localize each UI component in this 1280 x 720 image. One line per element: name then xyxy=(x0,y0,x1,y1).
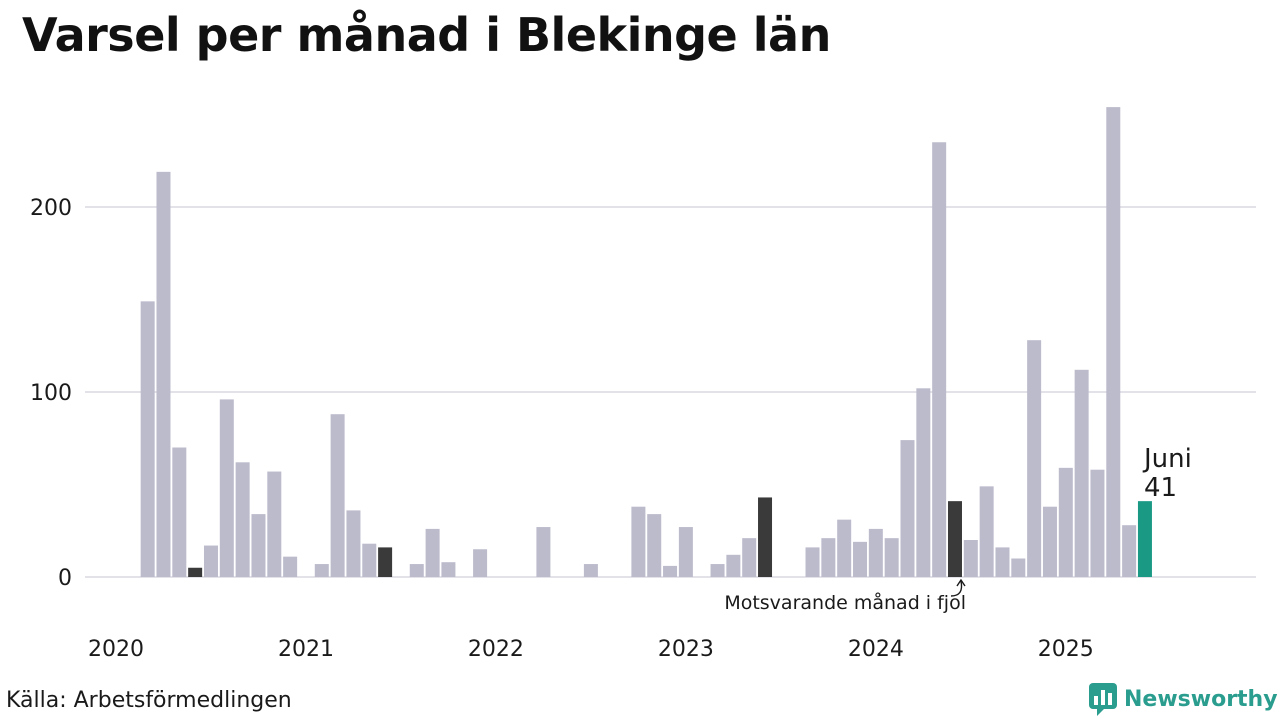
y-tick-label: 100 xyxy=(30,381,72,406)
bar-2020-08 xyxy=(219,399,234,577)
bar-2024-03 xyxy=(900,440,915,577)
chart-title: Varsel per månad i Blekinge län xyxy=(22,8,831,62)
bar-2024-09 xyxy=(995,547,1010,577)
y-tick-label: 0 xyxy=(58,566,72,591)
bar-2025-03 xyxy=(1090,469,1105,577)
bar-2025-05 xyxy=(1122,525,1137,577)
bar-2020-06 xyxy=(188,567,203,577)
bar-2020-09 xyxy=(235,462,250,577)
bar-2021-09 xyxy=(425,528,440,577)
bar-2020-03 xyxy=(140,301,155,577)
bar-2020-11 xyxy=(267,471,282,577)
bar-2024-02 xyxy=(884,538,899,577)
bar-2021-08 xyxy=(409,564,424,577)
x-tick-label: 2025 xyxy=(1038,637,1094,662)
bar-2024-08 xyxy=(979,486,994,577)
bar-2024-04 xyxy=(916,388,931,577)
bar-2025-01 xyxy=(1058,467,1073,577)
bar-2020-10 xyxy=(251,514,266,577)
bar-2021-02 xyxy=(314,564,329,577)
bar-chart-speech-bubble-icon xyxy=(1089,683,1117,716)
x-tick-label: 2022 xyxy=(468,637,524,662)
bar-2023-10 xyxy=(821,538,836,577)
bar-2025-04 xyxy=(1106,107,1121,577)
bar-2024-11 xyxy=(1027,340,1042,577)
bar-2023-01 xyxy=(678,527,693,577)
previous-year-note: Motsvarande månad i fjol xyxy=(724,591,966,614)
bar-2021-06 xyxy=(378,547,393,577)
bar-2020-07 xyxy=(203,545,218,577)
bar-2023-11 xyxy=(837,519,852,577)
y-axis-tick-labels: 0 100 200 xyxy=(30,196,72,591)
bar-2020-04 xyxy=(156,171,171,577)
bar-2023-12 xyxy=(853,541,868,577)
bar-2023-06 xyxy=(758,497,773,577)
previous-year-arrow xyxy=(950,580,963,597)
bar-2022-12 xyxy=(663,565,678,577)
x-tick-label: 2021 xyxy=(278,637,334,662)
bar-2024-12 xyxy=(1042,506,1057,577)
previous-year-arrowhead xyxy=(956,578,966,587)
bar-2024-01 xyxy=(868,528,883,577)
bar-2021-12 xyxy=(473,549,488,577)
annotations: Juni 41 Motsvarande månad i fjol xyxy=(724,444,1191,614)
bar-2022-10 xyxy=(631,506,646,577)
bar-2022-04 xyxy=(536,527,551,577)
bar-2020-12 xyxy=(283,556,298,577)
source-label: Källa: Arbetsförmedlingen xyxy=(6,688,292,713)
x-axis-tick-labels: 2020 2021 2022 2023 2024 2025 xyxy=(88,637,1094,662)
bar-2021-10 xyxy=(441,562,456,577)
bar-2023-04 xyxy=(726,554,741,577)
bar-2022-07 xyxy=(583,564,598,577)
bar-2024-10 xyxy=(1011,558,1026,577)
bar-2023-09 xyxy=(805,547,820,577)
current-month-label: Juni xyxy=(1142,444,1192,474)
bar-2021-04 xyxy=(346,510,361,577)
bar-2020-05 xyxy=(172,447,187,577)
bar-2023-03 xyxy=(710,564,725,577)
bar-2025-06 xyxy=(1137,501,1152,577)
bar-2024-06 xyxy=(947,501,962,577)
bar-2021-03 xyxy=(330,414,345,577)
bar-2025-02 xyxy=(1074,369,1089,577)
bars xyxy=(140,107,1152,577)
brand-logo: Newsworthy xyxy=(1088,682,1278,716)
bar-2024-05 xyxy=(932,142,947,577)
x-tick-label: 2023 xyxy=(658,637,714,662)
bar-2024-07 xyxy=(963,540,978,577)
bar-2022-11 xyxy=(647,514,662,577)
current-value-label: 41 xyxy=(1144,473,1177,503)
bar-2023-05 xyxy=(742,538,757,577)
bar-2021-05 xyxy=(362,543,377,577)
x-tick-label: 2024 xyxy=(848,637,904,662)
x-tick-label: 2020 xyxy=(88,637,144,662)
brand-name: Newsworthy xyxy=(1124,686,1278,712)
y-tick-label: 200 xyxy=(30,196,72,221)
